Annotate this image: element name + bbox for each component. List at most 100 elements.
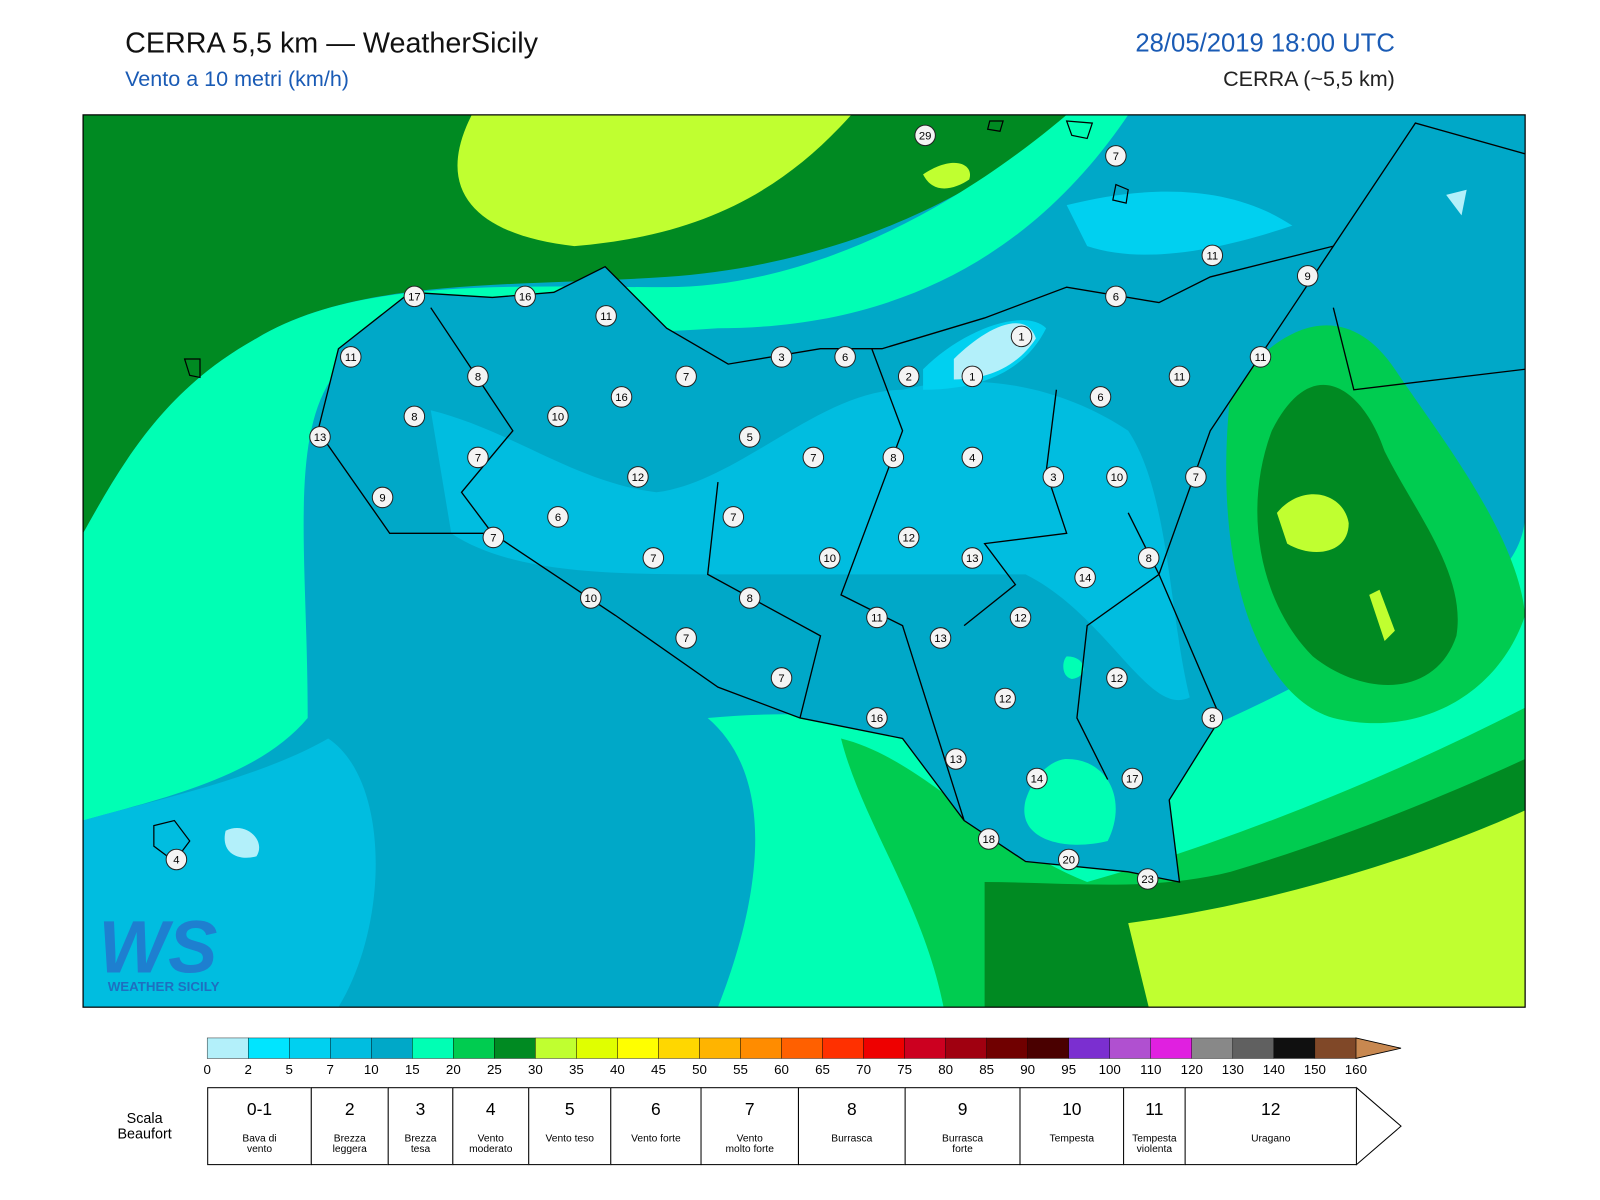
station-marker	[1042, 466, 1065, 488]
station-marker	[610, 386, 633, 408]
station-value: 12	[1111, 673, 1124, 685]
station-marker	[1089, 386, 1112, 408]
colorbar-tick-label: 45	[651, 1062, 666, 1077]
station-marker	[1121, 767, 1144, 790]
station-marker	[1168, 365, 1191, 388]
station-value: 8	[747, 593, 753, 605]
station-value: 6	[1113, 292, 1119, 304]
station-value: 14	[1079, 573, 1092, 585]
colorbar-segment	[1068, 1037, 1110, 1059]
station-value: 7	[1193, 472, 1199, 484]
station-value: 10	[552, 412, 565, 424]
colorbar-tick-label: 75	[897, 1062, 912, 1077]
colorbar-segment	[822, 1037, 864, 1059]
beaufort-force: 9	[957, 1099, 968, 1119]
station-value: 4	[173, 855, 179, 867]
wind-field	[83, 114, 1526, 1008]
beaufort-cell: 8 Burrasca	[797, 1087, 906, 1166]
colorbar-segment	[330, 1037, 372, 1059]
station-value: 20	[1062, 855, 1075, 867]
colorbar-tick-label: 150	[1304, 1062, 1326, 1077]
colorbar-segment	[699, 1037, 741, 1059]
title: CERRA 5,5 km — WeatherSicily	[125, 26, 538, 59]
station-value: 7	[1113, 151, 1119, 163]
beaufort-arrow	[1355, 1086, 1402, 1166]
map-frame	[82, 114, 1526, 1008]
station-marker	[994, 687, 1016, 710]
beaufort-force: 11	[1145, 1099, 1164, 1119]
station-marker	[961, 365, 984, 388]
station-value: 17	[408, 292, 421, 304]
beaufort-description: Vento teso	[545, 1133, 594, 1145]
colorbar-tick-label: 80	[938, 1062, 953, 1077]
station-marker	[1136, 868, 1159, 890]
station-marker	[339, 346, 362, 368]
station-value: 11	[1174, 372, 1186, 384]
beaufort-cell: 6 Vento forte	[610, 1087, 702, 1166]
beaufort-description: Burrasca forte	[942, 1133, 984, 1155]
station-value: 8	[411, 412, 417, 424]
station-marker	[802, 446, 825, 469]
beaufort-cell: 11 Tempesta violenta	[1123, 1087, 1186, 1166]
station-marker	[627, 466, 649, 488]
model-name: CERRA (~5,5 km)	[1223, 67, 1395, 92]
colorbar-segment	[986, 1037, 1028, 1059]
colorbar-tick-label: 55	[733, 1062, 748, 1077]
station-value: 6	[842, 352, 848, 364]
beaufort-cell: 12 Uragano	[1184, 1087, 1357, 1166]
station-marker	[403, 405, 426, 428]
beaufort-cell: 3 Brezza tesa	[387, 1087, 454, 1166]
station-value: 7	[683, 633, 689, 645]
station-value: 12	[632, 472, 645, 484]
station-value: 9	[379, 493, 385, 505]
station-value: 14	[1031, 774, 1044, 786]
station-value: 16	[871, 713, 884, 725]
colorbar-segment	[371, 1037, 413, 1059]
station-marker	[738, 587, 761, 609]
station-value: 13	[950, 754, 963, 766]
colorbar-segment	[247, 1037, 290, 1059]
colorbar-tick-label: 110	[1140, 1062, 1161, 1077]
station-marker	[961, 547, 984, 569]
station-value: 29	[919, 130, 932, 142]
logo: WS WEATHER SICILY	[98, 905, 219, 993]
colorbar-tick-label: 0	[203, 1062, 210, 1077]
station-value: 11	[1206, 250, 1218, 262]
beaufort-cell: 7 Vento molto forte	[700, 1087, 799, 1166]
station-value: 10	[823, 553, 836, 565]
station-value: 11	[871, 613, 883, 625]
station-marker	[961, 446, 984, 469]
station-marker	[1137, 547, 1160, 569]
station-value: 12	[999, 694, 1012, 706]
station-value: 12	[1014, 613, 1027, 625]
colorbar-segment	[576, 1037, 618, 1059]
colorbar-segment	[535, 1037, 577, 1059]
station-value: 11	[600, 311, 612, 323]
colorbar-tick-label: 15	[405, 1062, 420, 1077]
colorbar-tick-label: 120	[1181, 1062, 1203, 1077]
station-marker	[1010, 325, 1033, 348]
colorbar-segment	[617, 1037, 659, 1059]
colorbar-segment	[863, 1037, 905, 1059]
beaufort-cell: 5 Vento teso	[528, 1087, 612, 1166]
station-marker	[1106, 667, 1128, 689]
station-marker	[945, 748, 967, 770]
beaufort-description: Uragano	[1251, 1133, 1291, 1145]
colorbar-segment	[494, 1037, 536, 1059]
beaufort-cell: 10 Tempesta	[1019, 1087, 1125, 1166]
colorbar-tick-label: 70	[856, 1062, 871, 1077]
datetime: 28/05/2019 18:00 UTC	[1135, 28, 1395, 58]
colorbar-tick-label: 20	[446, 1062, 461, 1077]
colorbar-segment	[904, 1037, 946, 1059]
station-value: 10	[585, 593, 598, 605]
station-marker	[1074, 566, 1096, 589]
station-marker	[866, 606, 888, 629]
beaufort-force: 7	[744, 1099, 755, 1119]
logo-initials: WS	[98, 905, 217, 988]
station-value: 2	[906, 372, 912, 384]
station-marker	[1201, 244, 1224, 267]
station-value: 3	[1050, 472, 1056, 484]
beaufort-description: Vento molto forte	[725, 1133, 774, 1155]
station-value: 13	[934, 633, 947, 645]
